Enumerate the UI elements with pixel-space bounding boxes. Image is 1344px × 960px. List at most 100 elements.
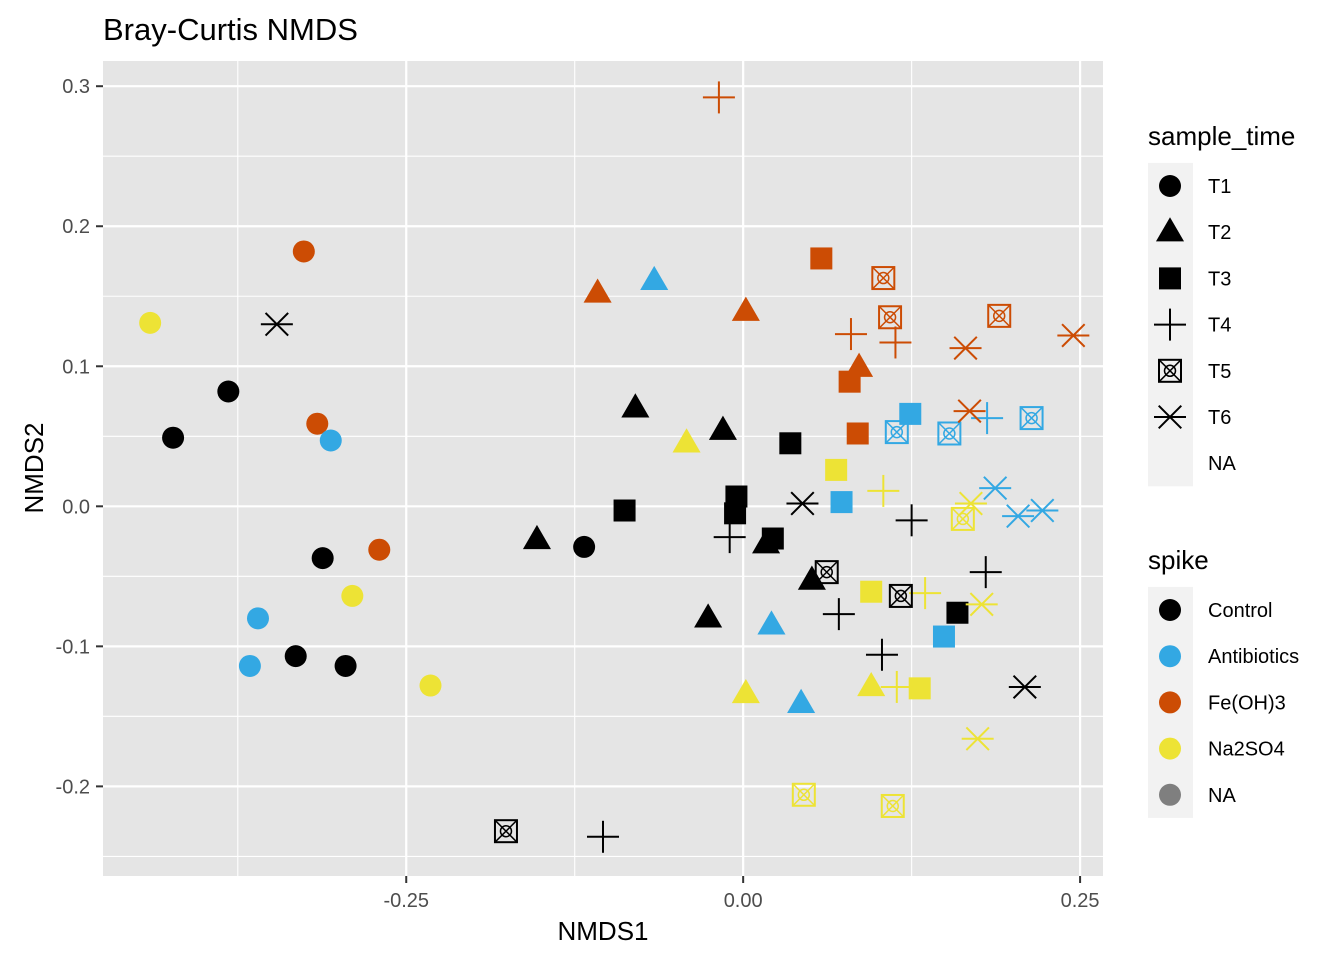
data-point-t4-feoh3 (879, 326, 912, 359)
data-point-t5-na2so4 (791, 782, 816, 807)
data-point-t1-na2so4 (341, 584, 364, 607)
data-point-t1-control (573, 535, 596, 558)
data-point-t6-antibiotics (1002, 504, 1035, 529)
legend-key-t4 (1154, 308, 1186, 341)
legend-key-antibiotics (1159, 645, 1181, 668)
legend-label: Fe(OH)3 (1208, 692, 1286, 714)
data-point-t6-feoh3 (1057, 323, 1090, 348)
data-point-t5-feoh3 (987, 303, 1012, 328)
data-point-t3-control (725, 485, 748, 508)
x-axis-label: NMDS1 (557, 916, 648, 946)
y-tick-label: -0.2 (56, 776, 90, 798)
legend-label: T4 (1208, 315, 1231, 337)
data-point-t1-control (162, 426, 185, 449)
data-point-t4-na2so4 (867, 474, 900, 507)
x-tick-label: 0.00 (724, 890, 763, 912)
data-point-t4-feoh3 (834, 318, 867, 351)
legend-key-t5 (1158, 358, 1182, 383)
y-tick-label: 0.3 (62, 76, 90, 98)
data-point-t3-antibiotics (932, 625, 955, 648)
data-points (139, 81, 1090, 853)
legend-key-t3 (1159, 267, 1181, 290)
data-point-t2-na2so4 (672, 428, 701, 453)
legend-label: T6 (1208, 407, 1231, 429)
data-point-t3-na2so4 (825, 458, 848, 481)
legends: sample_time T1 T2 T3 T4 T5 T6 NA spike Control Ant… (1148, 121, 1299, 818)
data-point-t4-feoh3 (702, 81, 735, 114)
data-point-t3-control (779, 432, 802, 455)
data-point-t5-feoh3 (871, 266, 896, 291)
data-point-t5-feoh3 (878, 305, 903, 330)
data-point-t4-na2so4 (880, 670, 913, 703)
legend-label: T2 (1208, 222, 1231, 244)
data-point-t2-feoh3 (731, 296, 760, 321)
x-tick-label: 0.25 (1061, 890, 1100, 912)
data-point-t1-feoh3 (306, 412, 329, 435)
data-point-t2-feoh3 (583, 278, 612, 303)
legend-title-sample-time: sample_time (1148, 121, 1295, 151)
data-point-t3-antibiotics (830, 491, 853, 514)
x-tick-label: -0.25 (383, 890, 429, 912)
data-point-t1-na2so4 (139, 311, 162, 334)
legend-label: T5 (1208, 361, 1231, 383)
data-point-t4-control (713, 521, 746, 554)
data-point-t1-control (311, 547, 334, 570)
legend-key-na2so4 (1159, 737, 1181, 760)
y-tick-label: 0.1 (62, 356, 90, 378)
data-point-t6-feoh3 (953, 399, 986, 424)
data-point-t2-antibiotics (757, 610, 786, 635)
data-point-t2-control (522, 524, 551, 550)
legend-title-spike: spike (1148, 545, 1209, 575)
data-point-t3-control (613, 499, 636, 522)
legend-label: Na2SO4 (1208, 739, 1285, 761)
data-point-t3-control (761, 527, 784, 550)
legend-key-control (1159, 599, 1181, 621)
data-point-t4-control (969, 556, 1002, 589)
data-point-t3-control (946, 601, 969, 624)
data-point-t5-antibiotics (937, 421, 962, 446)
data-point-t4-control (895, 504, 928, 537)
data-point-t5-antibiotics (1019, 406, 1044, 431)
data-point-t3-na2so4 (860, 580, 883, 603)
data-point-t3-antibiotics (899, 402, 922, 425)
data-point-t1-feoh3 (368, 538, 391, 561)
legend-key-t6 (1154, 404, 1186, 430)
legend-key-t1 (1159, 175, 1181, 197)
chart-title: Bray-Curtis NMDS (103, 12, 358, 47)
grid-minor (103, 61, 1103, 876)
data-point-t1-control (217, 380, 240, 403)
data-point-t1-control (284, 645, 307, 668)
data-point-t1-antibiotics (246, 607, 269, 630)
y-tick-label: -0.1 (56, 636, 90, 658)
legend-key-feoh3 (1159, 691, 1181, 714)
data-point-t6-na2so4 (965, 592, 998, 617)
legend-key-na (1159, 783, 1181, 806)
data-point-t4-control (822, 598, 855, 631)
legend-label: T1 (1208, 176, 1231, 198)
data-point-t1-antibiotics (319, 429, 342, 452)
data-point-t6-control (1008, 674, 1041, 699)
data-point-t6-na2so4 (961, 726, 994, 751)
data-point-t4-control (865, 638, 898, 671)
data-point-t2-control (694, 603, 723, 628)
data-point-t6-na2so4 (954, 491, 987, 516)
legend-label: NA (1208, 453, 1236, 475)
data-point-t2-control (621, 393, 650, 418)
data-point-t3-feoh3 (846, 422, 869, 445)
plot-panel (103, 61, 1103, 876)
data-point-t5-control (888, 583, 913, 608)
y-axis-label: NMDS2 (19, 422, 49, 513)
legend-label: Control (1208, 600, 1272, 622)
legend-label: NA (1208, 785, 1236, 807)
x-axis: -0.25 0.00 0.25 (383, 876, 1100, 912)
legend-key-t2 (1155, 217, 1185, 242)
data-point-t1-na2so4 (419, 674, 442, 697)
data-point-t6-control (786, 491, 819, 516)
y-axis: -0.2 -0.1 0.0 0.1 0.2 0.3 (56, 76, 103, 798)
data-point-t2-antibiotics (640, 265, 669, 291)
data-point-t2-na2so4 (857, 671, 886, 697)
data-point-t3-na2so4 (908, 677, 931, 700)
data-point-t6-antibiotics (1026, 498, 1059, 523)
legend-label: Antibiotics (1208, 646, 1299, 668)
